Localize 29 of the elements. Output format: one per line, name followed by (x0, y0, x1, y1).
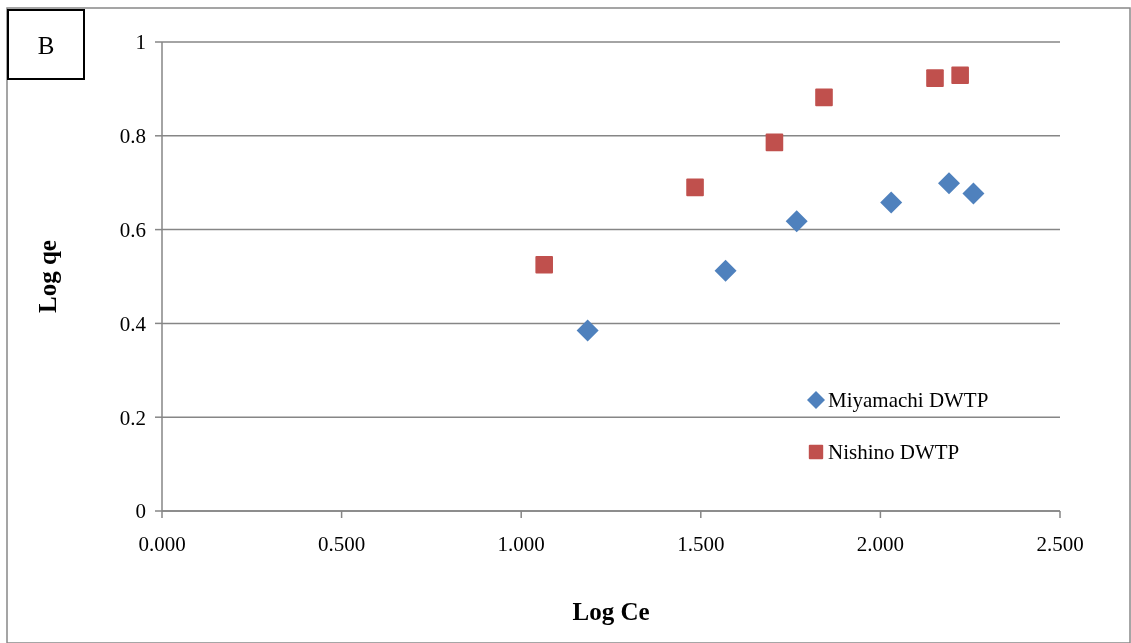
legend-label: Nishino DWTP (828, 440, 960, 465)
x-tick-label: 2.500 (1036, 532, 1084, 556)
point (686, 178, 704, 197)
point (714, 259, 737, 282)
point (535, 255, 553, 274)
text: B (37, 31, 55, 59)
y-tick-label: 0 (135, 499, 146, 524)
point (962, 182, 985, 205)
point (926, 69, 944, 87)
y-tick-label: 0.4 (119, 311, 147, 336)
point (938, 172, 961, 195)
legend-label: Miyamachi DWTP (828, 388, 989, 413)
y-tick-label: 0.2 (119, 405, 146, 430)
x-tick-label: 0.500 (317, 532, 366, 556)
point (951, 66, 969, 85)
point (765, 133, 784, 152)
y-axis-title: Log qe (34, 240, 61, 313)
point (815, 88, 833, 107)
point (785, 210, 808, 233)
x-tick-label: 2.000 (856, 532, 905, 556)
x-axis-title: Log Ce (572, 598, 650, 625)
x-tick-label: 1.000 (497, 532, 545, 556)
y-tick-label: 1 (135, 30, 146, 55)
y-tick-label: 0.6 (119, 217, 146, 242)
point (880, 191, 903, 214)
x-tick-label: 0.000 (138, 532, 186, 556)
point (576, 319, 599, 342)
x-tick-label: 1.500 (677, 532, 725, 556)
y-tick-label: 0.8 (119, 124, 146, 149)
